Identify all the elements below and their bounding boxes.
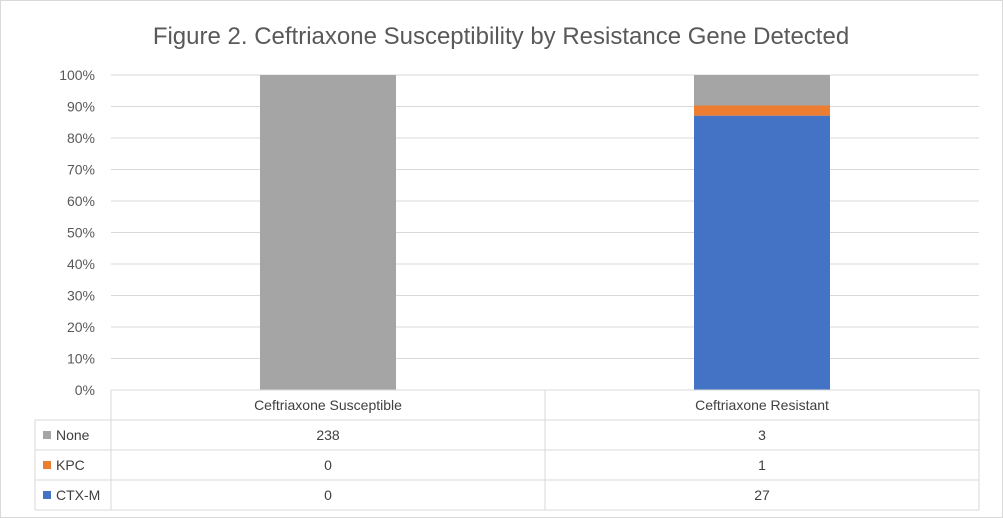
y-tick-label-40: 40% (67, 256, 95, 272)
data-label-none-ceftriaxone-susceptible: 238 (316, 427, 340, 443)
y-tick-label-60: 60% (67, 193, 95, 209)
y-tick-label-50: 50% (67, 225, 95, 241)
legend-key-none (43, 431, 51, 439)
bar-ceftriaxone-resistant-kpc (694, 105, 830, 116)
y-tick-label-90: 90% (67, 99, 95, 115)
category-label-ceftriaxone-resistant: Ceftriaxone Resistant (695, 397, 829, 413)
legend-key-ctx-m (43, 491, 51, 499)
data-table: Ceftriaxone Susceptible Ceftriaxone Resis… (34, 389, 980, 511)
data-label-kpc-ceftriaxone-susceptible: 0 (324, 457, 332, 473)
category-label-ceftriaxone-susceptible: Ceftriaxone Susceptible (254, 397, 402, 413)
bars (260, 75, 830, 390)
grid-lines (111, 74, 979, 391)
y-tick-label-70: 70% (67, 162, 95, 178)
legend-label-kpc: KPC (56, 457, 85, 473)
data-label-ctx-m-ceftriaxone-resistant: 27 (754, 487, 770, 503)
y-tick-label-20: 20% (67, 319, 95, 335)
data-label-none-ceftriaxone-resistant: 3 (758, 427, 766, 443)
y-axis-tick-labels: 0% 10% 20% 30% 40% 50% 60% 70% 80% 90% 100% (59, 67, 95, 398)
y-tick-label-10: 10% (67, 351, 95, 367)
data-label-kpc-ceftriaxone-resistant: 1 (758, 457, 766, 473)
data-label-ctx-m-ceftriaxone-susceptible: 0 (324, 487, 332, 503)
y-tick-label-80: 80% (67, 130, 95, 146)
y-tick-label-0: 0% (75, 382, 95, 398)
legend-label-none: None (56, 427, 90, 443)
bar-ceftriaxone-susceptible-none (260, 75, 396, 390)
y-tick-label-30: 30% (67, 288, 95, 304)
bar-ceftriaxone-resistant-none (694, 75, 830, 106)
bar-ceftriaxone-resistant-ctx-m (694, 115, 830, 390)
y-tick-label-100: 100% (59, 67, 95, 83)
legend-key-kpc (43, 461, 51, 469)
chart-title: Figure 2. Ceftriaxone Susceptibility by … (153, 23, 849, 50)
legend-label-ctx-m: CTX-M (56, 487, 100, 503)
